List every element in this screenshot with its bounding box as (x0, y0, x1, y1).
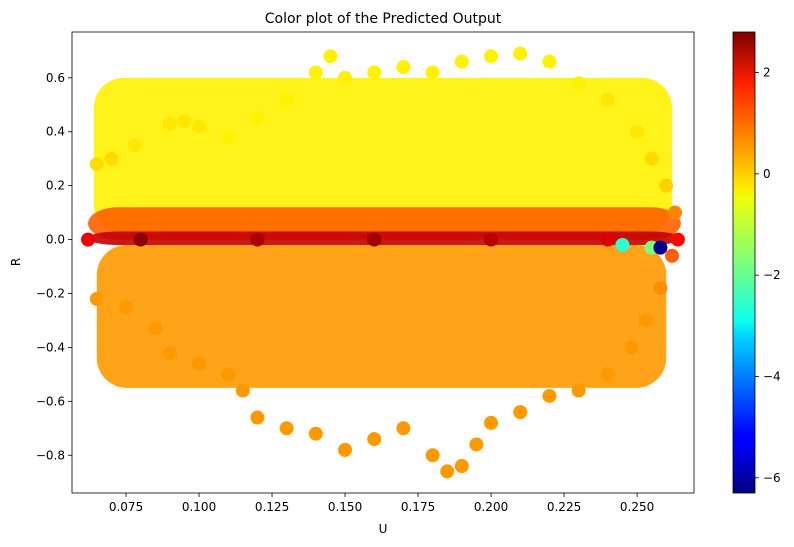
scatter-point (127, 138, 142, 153)
scatter-point (119, 299, 134, 314)
scatter-point (665, 248, 680, 263)
scatter-point (308, 65, 323, 80)
scatter-point (624, 340, 639, 355)
scatter-cloud (88, 77, 681, 388)
scatter-point (630, 124, 645, 139)
scatter-point (250, 410, 265, 425)
y-tick-label: −0.4 (36, 340, 65, 354)
colorbar (732, 31, 756, 494)
scatter-points (81, 46, 685, 479)
colorbar-ticks: 2 0 −2 −4 −6 (755, 66, 781, 485)
scatter-point (162, 116, 177, 131)
scatter-point (440, 464, 455, 479)
scatter-point (425, 448, 440, 463)
scatter-point (250, 232, 265, 247)
scatter-point (308, 426, 323, 441)
scatter-point (104, 151, 119, 166)
scatter-point (454, 54, 469, 69)
scatter-point (600, 232, 615, 247)
y-tick-label: 0.4 (46, 125, 65, 139)
scatter-point (221, 130, 236, 145)
x-tick-label: 0.225 (547, 500, 581, 514)
scatter-point (454, 459, 469, 474)
red-band (88, 231, 681, 245)
scatter-point (542, 54, 557, 69)
scatter-point (668, 205, 683, 220)
y-tick-label: −0.8 (36, 448, 65, 462)
scatter-point (638, 313, 653, 328)
x-axis-ticks: 0.075 0.100 0.125 0.150 0.175 0.200 0.225 0.250 (109, 493, 654, 514)
scatter-point (513, 46, 528, 61)
colorbar-tick-label: −4 (763, 369, 781, 383)
scatter-point (81, 232, 96, 247)
scatter-point (250, 111, 265, 126)
scatter-point (571, 383, 586, 398)
y-tick-label: 0.6 (46, 71, 65, 85)
scatter-point (192, 356, 207, 371)
scatter-point (396, 421, 411, 436)
chart-title: Color plot of the Predicted Output (265, 11, 502, 27)
x-tick-label: 0.075 (109, 500, 143, 514)
y-axis-label: R (9, 258, 23, 266)
scatter-point (659, 178, 674, 193)
scatter-point (338, 70, 353, 85)
scatter-point (425, 65, 440, 80)
y-tick-label: 0.0 (46, 233, 65, 247)
scatter-point (367, 65, 382, 80)
y-tick-label: −0.2 (36, 287, 65, 301)
scatter-point (89, 291, 104, 306)
scatter-point (615, 237, 630, 252)
scatter-point (279, 92, 294, 107)
colorbar-tick-label: 0 (763, 167, 771, 181)
scatter-point (148, 321, 163, 336)
x-tick-label: 0.175 (401, 500, 435, 514)
x-tick-label: 0.250 (620, 500, 654, 514)
scatter-point (221, 367, 236, 382)
scatter-point (571, 76, 586, 91)
colorbar-tick-label: 2 (763, 66, 771, 80)
plot-frame (71, 31, 695, 494)
lower-cloud (96, 244, 667, 388)
y-tick-label: 0.2 (46, 179, 65, 193)
scatter-point (192, 119, 207, 134)
x-tick-label: 0.200 (474, 500, 508, 514)
scatter-point (469, 437, 484, 452)
scatter-point (484, 49, 499, 64)
scatter-point (653, 240, 668, 255)
scatter-point (653, 281, 668, 296)
scatter-point (89, 157, 104, 172)
scatter-point (484, 415, 499, 430)
x-tick-label: 0.125 (255, 500, 289, 514)
scatter-point (484, 232, 499, 247)
scatter-point (279, 421, 294, 436)
y-tick-label: −0.6 (36, 394, 65, 408)
scatter-point (323, 49, 338, 64)
scatter-point (600, 92, 615, 107)
x-axis-label: U (379, 522, 388, 536)
upper-cloud (93, 77, 673, 235)
colorbar-tick-label: −2 (763, 268, 781, 282)
scatter-point (670, 232, 685, 247)
scatter-point (338, 442, 353, 457)
x-tick-label: 0.100 (182, 500, 216, 514)
scatter-point (177, 113, 192, 128)
scatter-point (513, 405, 528, 420)
scatter-point (600, 367, 615, 382)
scatter-point (235, 383, 250, 398)
y-axis-ticks: 0.6 0.4 0.2 0.0 −0.2 −0.4 −0.6 −0.8 (36, 71, 72, 462)
scatter-point (367, 432, 382, 447)
x-tick-label: 0.150 (328, 500, 362, 514)
scatter-point (133, 232, 148, 247)
scatter-point (542, 388, 557, 403)
scatter-point (367, 232, 382, 247)
colorbar-tick-label: −6 (763, 471, 781, 485)
scatter-point (644, 151, 659, 166)
scatter-point (162, 345, 177, 360)
scatter-point (396, 60, 411, 75)
